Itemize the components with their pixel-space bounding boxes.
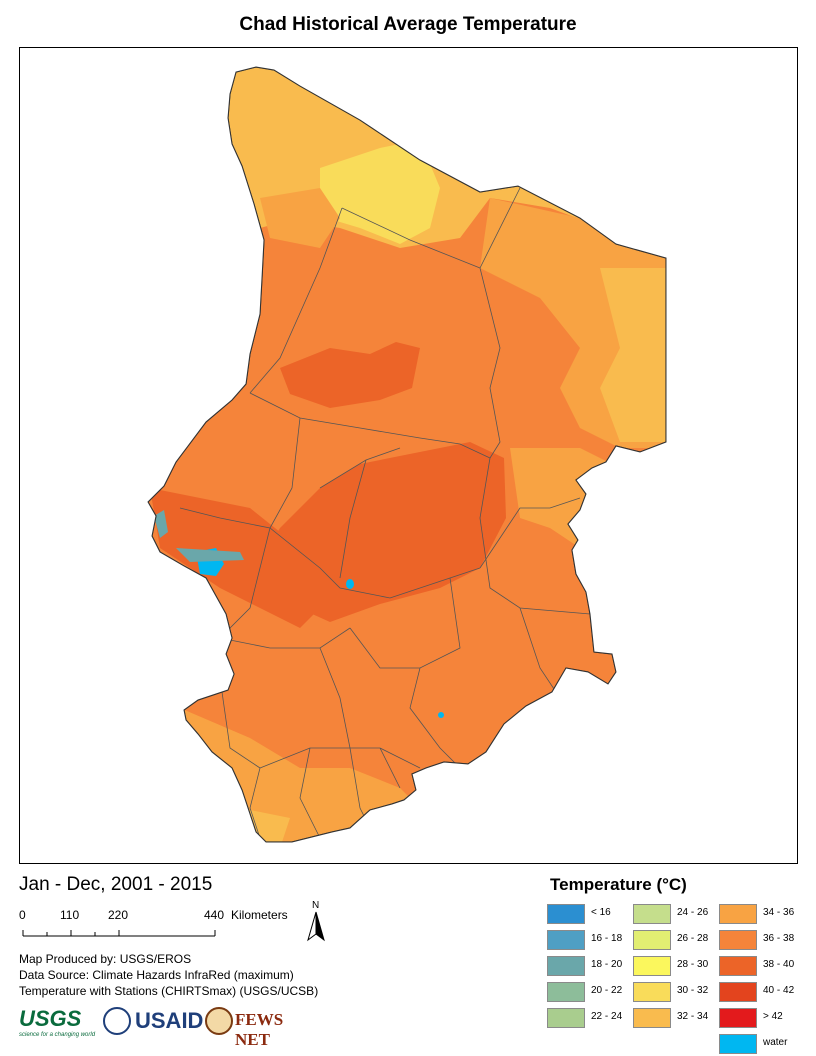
credit-line: Data Source: Climate Hazards InfraRed (m… bbox=[19, 968, 294, 982]
chad-map bbox=[147, 66, 667, 843]
legend-swatch bbox=[547, 930, 585, 950]
scale-tick: 220 bbox=[108, 908, 129, 922]
usgs-tagline: science for a changing world bbox=[19, 1032, 96, 1038]
legend-title: Temperature (°C) bbox=[550, 875, 687, 894]
legend-label: 34 - 36 bbox=[763, 907, 795, 918]
legend-swatch bbox=[633, 956, 671, 976]
north-label: N bbox=[312, 900, 320, 911]
legend-swatch bbox=[719, 930, 757, 950]
logos: USGS science for a changing world USAID … bbox=[19, 1006, 319, 1049]
map-frame bbox=[19, 47, 798, 864]
map-title: Chad Historical Average Temperature bbox=[239, 14, 577, 35]
legend-label: 36 - 38 bbox=[763, 933, 795, 944]
legend-swatch bbox=[719, 904, 757, 924]
legend-swatch bbox=[633, 930, 671, 950]
legend-swatch bbox=[719, 1034, 757, 1054]
legend-swatch bbox=[633, 1008, 671, 1028]
legend-swatch bbox=[719, 956, 757, 976]
usaid-seal-icon bbox=[103, 1007, 131, 1035]
legend-swatch bbox=[547, 1008, 585, 1028]
time-period: Jan - Dec, 2001 - 2015 bbox=[19, 874, 213, 895]
legend-label: 18 - 20 bbox=[591, 959, 623, 970]
legend-label: water bbox=[763, 1037, 788, 1048]
legend-swatch bbox=[547, 982, 585, 1002]
legend-swatch bbox=[547, 904, 585, 924]
usgs-logo: USGS bbox=[19, 1006, 82, 1031]
legend-label: 24 - 26 bbox=[677, 907, 709, 918]
legend-swatch bbox=[719, 982, 757, 1002]
scale-tick: 110 bbox=[60, 908, 80, 922]
legend-label: 20 - 22 bbox=[591, 985, 623, 996]
legend-label: 40 - 42 bbox=[763, 985, 795, 996]
usaid-logo: USAID bbox=[135, 1008, 204, 1033]
legend-label: > 42 bbox=[763, 1011, 783, 1022]
legend-swatch bbox=[719, 1008, 757, 1028]
scale-tick: 0 bbox=[19, 908, 26, 922]
scale-bar: 0 110 220 440 Kilometers bbox=[19, 908, 319, 948]
north-arrow-icon: N bbox=[304, 900, 330, 946]
credit-line: Map Produced by: USGS/EROS bbox=[19, 952, 192, 966]
fews-net-logo: FEWS NET bbox=[235, 1010, 284, 1049]
legend-label: 26 - 28 bbox=[677, 933, 709, 944]
scale-unit: Kilometers bbox=[231, 908, 288, 922]
legend-label: 32 - 34 bbox=[677, 1011, 709, 1022]
legend-label: 38 - 40 bbox=[763, 959, 795, 970]
legend-label: 16 - 18 bbox=[591, 933, 623, 944]
country-border bbox=[147, 66, 667, 843]
scale-bar-line bbox=[22, 930, 216, 937]
legend-swatch bbox=[633, 904, 671, 924]
credits: Map Produced by: USGS/EROS Data Source: … bbox=[19, 951, 318, 999]
legend-label: 30 - 32 bbox=[677, 985, 709, 996]
legend-label: 28 - 30 bbox=[677, 959, 709, 970]
legend-label: < 16 bbox=[591, 907, 611, 918]
scale-tick: 440 bbox=[204, 908, 225, 922]
fews-seal-icon bbox=[205, 1007, 233, 1035]
legend-swatch bbox=[633, 982, 671, 1002]
legend-swatch bbox=[547, 956, 585, 976]
legend-label: 22 - 24 bbox=[591, 1011, 623, 1022]
credit-line: Temperature with Stations (CHIRTSmax) (U… bbox=[19, 984, 319, 998]
